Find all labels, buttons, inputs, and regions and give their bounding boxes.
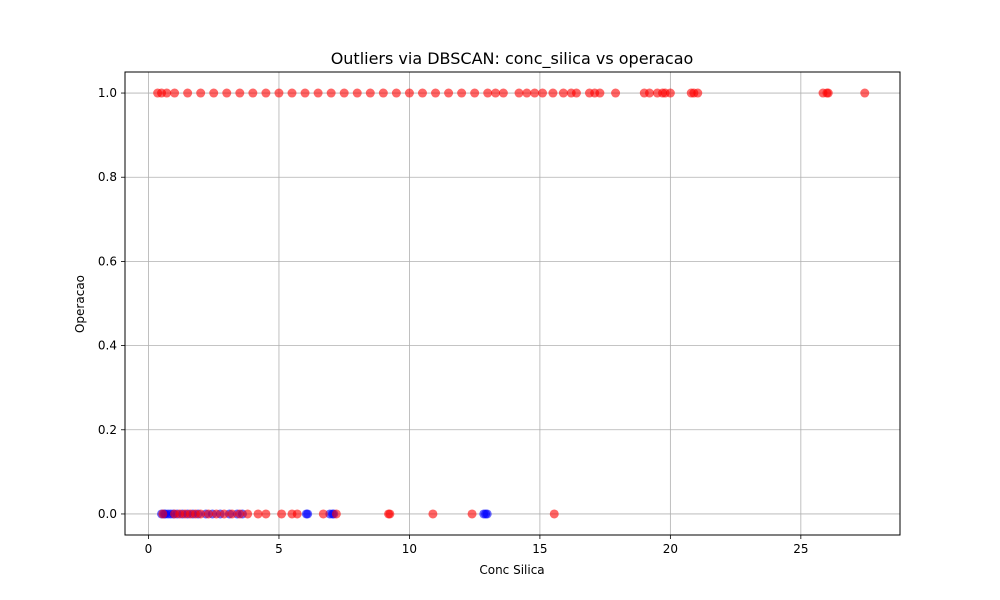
data-point (209, 88, 219, 98)
data-point (287, 88, 297, 98)
x-axis-label: Conc Silica (479, 563, 544, 577)
data-point (196, 509, 206, 519)
data-point (196, 88, 206, 98)
data-point (204, 509, 214, 519)
data-point (261, 509, 271, 519)
x-tick-label: 5 (275, 542, 283, 556)
data-point (693, 88, 703, 98)
data-point (331, 509, 341, 519)
data-point (595, 88, 605, 98)
data-point (162, 88, 172, 98)
data-point (860, 88, 870, 98)
x-tick-label: 20 (663, 542, 678, 556)
data-point (391, 88, 401, 98)
data-point (491, 88, 501, 98)
data-point (571, 88, 581, 98)
data-point (522, 88, 532, 98)
data-point (404, 88, 414, 98)
data-point (248, 88, 258, 98)
data-point (222, 88, 232, 98)
data-point (549, 509, 559, 519)
data-point (227, 509, 237, 519)
data-point (183, 88, 193, 98)
data-point (219, 509, 229, 519)
data-point (823, 88, 833, 98)
x-tick-label: 25 (793, 542, 808, 556)
x-tick-label: 0 (145, 542, 153, 556)
data-point (428, 509, 438, 519)
data-point (514, 88, 524, 98)
data-point (431, 88, 441, 98)
data-point (611, 88, 621, 98)
x-tick-label: 15 (532, 542, 547, 556)
data-point (158, 509, 168, 519)
data-point (457, 88, 467, 98)
data-point (170, 88, 180, 98)
data-point (444, 88, 454, 98)
data-point (467, 509, 477, 519)
data-point (274, 88, 284, 98)
data-point (483, 88, 493, 98)
chart-title: Outliers via DBSCAN: conc_silica vs oper… (331, 49, 694, 69)
data-point (538, 88, 548, 98)
y-tick-label: 0.8 (98, 170, 117, 184)
y-tick-label: 0.2 (98, 423, 117, 437)
plot-area-frame (124, 71, 901, 536)
y-tick-label: 0.0 (98, 507, 117, 521)
data-point (326, 88, 336, 98)
data-point (292, 509, 302, 519)
data-point (261, 88, 271, 98)
data-point (378, 88, 388, 98)
data-point (482, 509, 492, 519)
x-tick-label: 10 (402, 542, 417, 556)
data-point (253, 509, 263, 519)
data-point (665, 88, 675, 98)
data-point (303, 509, 313, 519)
x-axis: 0 5 10 15 20 25 (145, 535, 808, 556)
data-point (339, 88, 349, 98)
data-point (498, 88, 508, 98)
data-point (277, 509, 287, 519)
data-point (352, 88, 362, 98)
y-tick-label: 0.6 (98, 254, 117, 268)
data-point (243, 509, 253, 519)
data-point (558, 88, 568, 98)
data-points (153, 88, 870, 519)
data-point (385, 509, 395, 519)
y-axis-label: Operacao (73, 275, 87, 333)
data-point (470, 88, 480, 98)
data-point (313, 88, 323, 98)
data-point (530, 88, 540, 98)
data-point (235, 509, 245, 519)
data-point (318, 509, 328, 519)
y-tick-label: 0.4 (98, 339, 117, 353)
data-point (300, 88, 310, 98)
data-point (548, 88, 558, 98)
y-tick-label: 1.0 (98, 86, 117, 100)
data-point (235, 88, 245, 98)
data-point (644, 88, 654, 98)
data-point (417, 88, 427, 98)
data-point (365, 88, 375, 98)
y-axis: 0.0 0.2 0.4 0.6 0.8 1.0 (98, 86, 125, 521)
data-point (211, 509, 221, 519)
